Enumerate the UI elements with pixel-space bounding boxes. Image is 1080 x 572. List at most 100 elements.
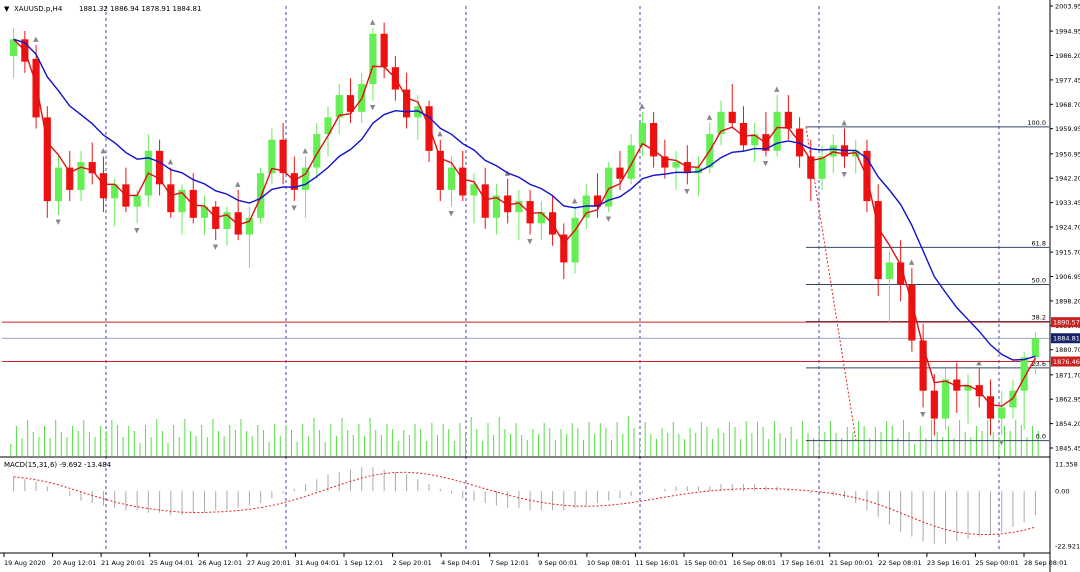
candle-body: [818, 156, 826, 179]
time-tick-label: 19 Aug 2020: [4, 559, 46, 567]
current-price-box: [1051, 333, 1080, 344]
candle-body: [155, 150, 164, 185]
macd-title: MACD(15,31,6) -9.692 -13.484: [4, 461, 112, 469]
price-and-time-axes: [0, 0, 1051, 572]
fractal-down-marker: ▼: [291, 204, 297, 212]
ohlc-readout: 1881.32 1886.94 1878.91 1884.81: [79, 5, 201, 13]
fractal-down-marker: ▼: [449, 210, 455, 218]
candle-body: [560, 234, 568, 263]
fractal-up-marker: ▲: [33, 35, 39, 43]
price-tick-label: 1845.45: [1055, 445, 1080, 453]
candle-body: [728, 111, 736, 123]
fractal-up-marker: ▲: [100, 146, 106, 154]
candle-body: [694, 167, 703, 174]
candle-body: [178, 189, 186, 213]
candle-body: [189, 189, 197, 218]
support-price-box: [1051, 356, 1080, 367]
candle-body: [66, 167, 74, 190]
fractal-down-marker: ▼: [920, 410, 926, 418]
candle-body: [301, 167, 310, 190]
candle-body: [447, 167, 456, 190]
fib-level-label: 23.6: [1032, 360, 1046, 368]
candle-body: [964, 385, 972, 391]
fractal-up-marker: ▲: [303, 146, 309, 154]
candle-body: [32, 58, 40, 118]
candle-body: [504, 195, 512, 213]
time-tick-label: 28 Sep 08:01: [1024, 559, 1067, 567]
candle-body: [582, 195, 590, 218]
time-tick-label: 23 Sep 16:01: [927, 559, 970, 567]
time-tick-label: 16 Sep 08:01: [733, 559, 776, 567]
price-tick-label: 1933.45: [1055, 199, 1080, 207]
vertical-gridlines: [105, 6, 1000, 552]
candle-body: [369, 33, 377, 84]
candle-body: [661, 156, 669, 168]
fractal-up-marker: ▲: [976, 358, 982, 366]
candle-body: [459, 167, 467, 196]
price-tick-label: 1915.70: [1055, 249, 1080, 257]
time-tick-label: 31 Aug 04:01: [295, 559, 339, 567]
time-tick-label: 7 Sep 12:01: [490, 559, 529, 567]
candle-body: [43, 117, 51, 202]
candle-body: [54, 167, 63, 202]
time-tick-label: 2 Sep 20:01: [393, 559, 432, 567]
candle-body: [874, 201, 882, 280]
candle-body: [941, 379, 950, 419]
fast-ma-line: [13, 38, 1036, 407]
price-tick-label: 2003.95: [1055, 3, 1080, 11]
moving-average-lines: [13, 38, 1036, 407]
price-tick-label: 1994.95: [1055, 28, 1080, 36]
candle-body: [638, 122, 646, 146]
candle-body: [77, 162, 85, 190]
candle-body: [829, 145, 837, 157]
candle-body: [1020, 357, 1028, 391]
candle-body: [593, 195, 602, 207]
time-tick-label: 26 Aug 12:01: [198, 559, 242, 567]
candle-body: [571, 217, 579, 263]
fractal-down-marker: ▼: [842, 171, 848, 179]
fib-level-label: 38.2: [1032, 314, 1046, 322]
time-tick-label: 10 Sep 08:01: [587, 559, 630, 567]
fractal-up-marker: ▲: [909, 258, 915, 266]
fibonacci-retracement[interactable]: 100.0 61.8 50.0 38.2 23.6 0.0: [805, 119, 1049, 442]
fib-level-label: 50.0: [1032, 276, 1046, 284]
volume-bars: [10, 416, 1039, 456]
candle-body: [919, 340, 927, 391]
candle-body: [683, 162, 691, 174]
candle-body: [470, 184, 478, 196]
candle-body: [279, 139, 287, 174]
candle-body: [537, 212, 545, 224]
collapse-icon[interactable]: ▼: [4, 5, 10, 13]
price-tick-label: 1898.20: [1055, 297, 1080, 305]
fractal-down-marker: ▼: [606, 215, 612, 223]
macd-indicator: [13, 467, 1036, 544]
candle-body: [998, 407, 1006, 419]
candle-body: [784, 111, 792, 129]
candle-body: [133, 195, 141, 207]
candle-body: [403, 89, 411, 118]
price-tick-label: 1906.95: [1055, 273, 1080, 281]
candle-body: [717, 111, 725, 135]
candle-body: [290, 173, 298, 190]
time-tick-label: 25 Sep 00:01: [975, 559, 1018, 567]
candle-body: [335, 95, 343, 118]
fractal-up-marker: ▲: [842, 119, 848, 127]
candle-body: [111, 184, 119, 199]
fractal-up-marker: ▲: [168, 158, 174, 166]
fib-level-label: 100.0: [1027, 119, 1046, 127]
candle-body: [807, 156, 815, 179]
current-price-label: 1884.81: [1053, 335, 1080, 343]
price-tick-label: 1880.70: [1055, 346, 1080, 354]
candle-body: [627, 145, 635, 179]
candle-body: [99, 173, 108, 199]
time-tick-label: 25 Aug 04:01: [150, 559, 194, 567]
support-resistance-lines[interactable]: [2, 321, 1050, 363]
fractal-down-marker: ▼: [999, 438, 1005, 446]
fractal-down-marker: ▼: [134, 226, 140, 234]
time-tick-label: 9 Sep 00:01: [538, 559, 577, 567]
candle-body: [897, 262, 905, 285]
candle-body: [223, 212, 231, 229]
candle-body: [234, 212, 242, 235]
